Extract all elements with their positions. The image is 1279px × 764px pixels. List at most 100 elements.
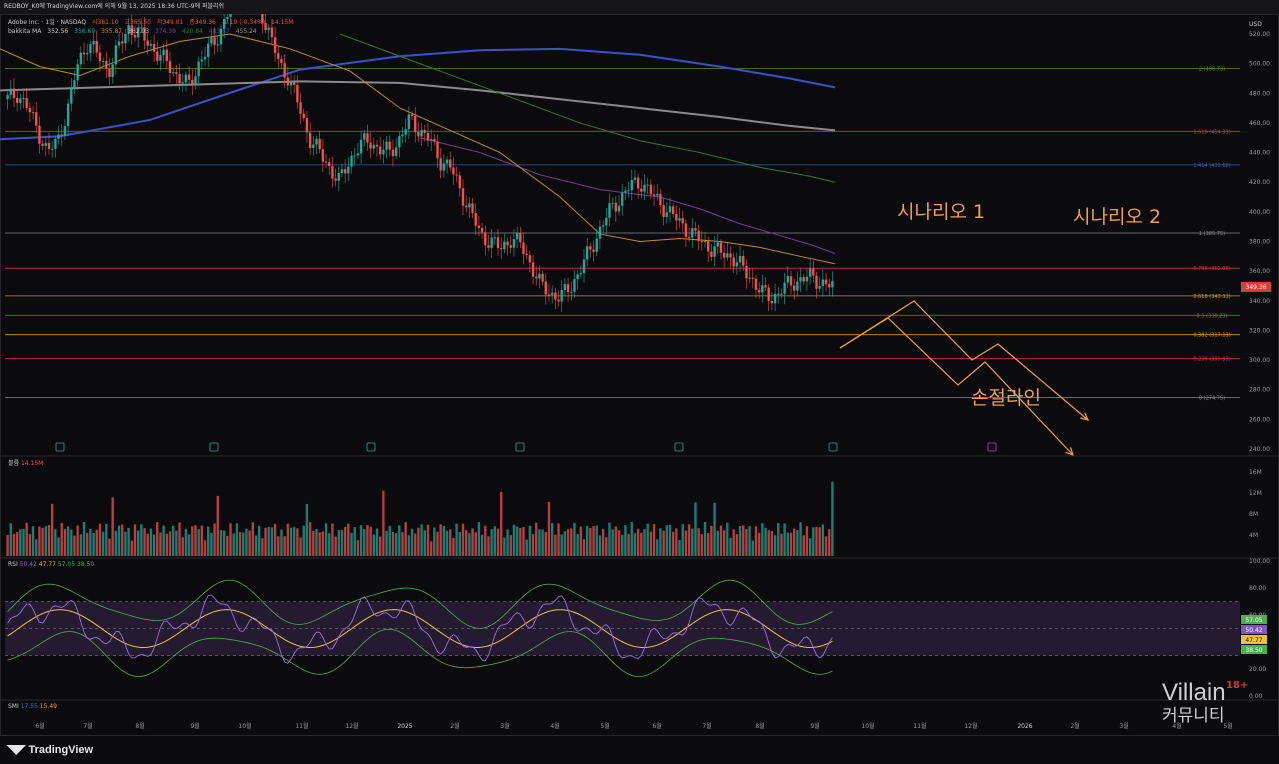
candle-body [480,227,484,233]
volume-bar [828,529,831,556]
candle-body [687,237,691,239]
ma-name[interactable]: bakkita MA [8,28,42,35]
time-axis-tick-23: 5월 [1223,722,1232,730]
candle-body [347,166,350,174]
candle-body [152,43,156,52]
volume-bar [353,527,356,556]
candle-body [213,37,216,45]
candle-body [394,147,398,157]
candle-body [340,169,344,174]
volume-bar [617,530,621,556]
tradingview-logo[interactable]: ◥◤ TradingView [7,742,93,756]
volume-bar [509,535,512,556]
candle-body [289,80,293,86]
ma-value-5: 374.39 [154,28,176,35]
volume-bar [398,525,401,556]
volume-bar [394,533,398,556]
candle-body [449,159,452,168]
volume-bar [114,530,118,556]
candle-body [528,255,532,263]
candle-body [665,212,668,218]
candle-body [700,241,704,243]
rsi-value-tag-3 [1241,645,1267,654]
volume-bar [477,522,481,556]
candle-body [31,112,35,114]
candle-body [815,275,818,289]
volume-bar [324,523,328,556]
candle-body [385,141,388,150]
candle-body [159,55,162,61]
rsi-upper-band [7,579,833,629]
price-chart[interactable]: 240.00 260.00 280.00 300.00 320.00 340.00 360.… [0,14,1279,736]
volume-bar [627,533,630,556]
candle-body [302,113,305,119]
watermark-brand: Villain [1162,679,1226,706]
volume-bar [713,502,716,556]
candle-body [184,74,188,83]
volume-bar [54,529,57,556]
candle-body [197,61,200,77]
volume-bar [799,522,802,556]
volume-bar [79,534,83,556]
volume-bar [44,526,47,556]
candle-body [490,237,493,248]
candle-body [136,27,140,38]
candle-body [216,44,219,46]
candle-body [401,134,404,137]
price-axis-tick-5: 340.00 [1249,298,1270,305]
volume-bar [318,532,321,556]
price-axis-tick-10: 440.00 [1249,150,1270,157]
candle-body [353,155,356,157]
candle-body [694,228,697,231]
candle-body [630,179,633,191]
candle-body [410,114,414,116]
candle-body [710,251,713,257]
candle-body [414,115,417,133]
moving-average-line-0 [0,47,836,141]
change-value: -1.19 (-0.34%) [221,19,266,26]
volume-bar [484,525,487,556]
volume-bar [359,525,363,556]
candle-body [261,14,264,24]
rsi-ma-value: 47.77 [38,561,56,568]
candle-body [44,143,47,146]
volume-bar [455,523,458,556]
candle-body [757,289,761,293]
candle-body [121,41,124,44]
candle-body [719,242,723,253]
candle-body [474,213,477,226]
volume-bar [420,524,423,556]
volume-bar [312,531,315,556]
symbol-name[interactable]: Adobe Inc. · 1일 · NASDAQ [8,19,87,26]
footer [0,736,1279,764]
candle-body [273,37,277,54]
time-axis-tick-18: 12월 [964,722,977,730]
volume-bar [767,530,770,556]
candle-body [522,242,525,254]
volume-bar [347,523,350,556]
volume-bar [547,501,551,556]
candle-body [592,249,595,252]
volume-bar [117,525,121,556]
candle-body [576,274,579,280]
volume-bar [121,524,124,556]
volume-bar [289,527,293,556]
time-axis-tick-0: 6월 [35,722,44,730]
candle-body [404,129,407,135]
volume-bar [525,539,528,556]
candle-body [624,190,627,193]
volume-bar [490,529,493,556]
candle-body [63,126,67,136]
rsi-value-tag-1 [1241,625,1267,634]
volume-bar [105,523,108,556]
volume-bar [149,528,153,556]
volume-axis-tick-0: 4M [1249,532,1258,539]
candle-body [388,141,391,150]
scenario-path-2 [839,300,1089,421]
price-axis-tick-11: 460.00 [1249,120,1270,127]
candle-body [117,41,121,46]
time-axis-tick-8: 2월 [450,722,459,730]
candle-body [636,177,640,189]
time-axis-tick-20: 2월 [1070,722,1079,730]
volume-bar [308,522,312,556]
